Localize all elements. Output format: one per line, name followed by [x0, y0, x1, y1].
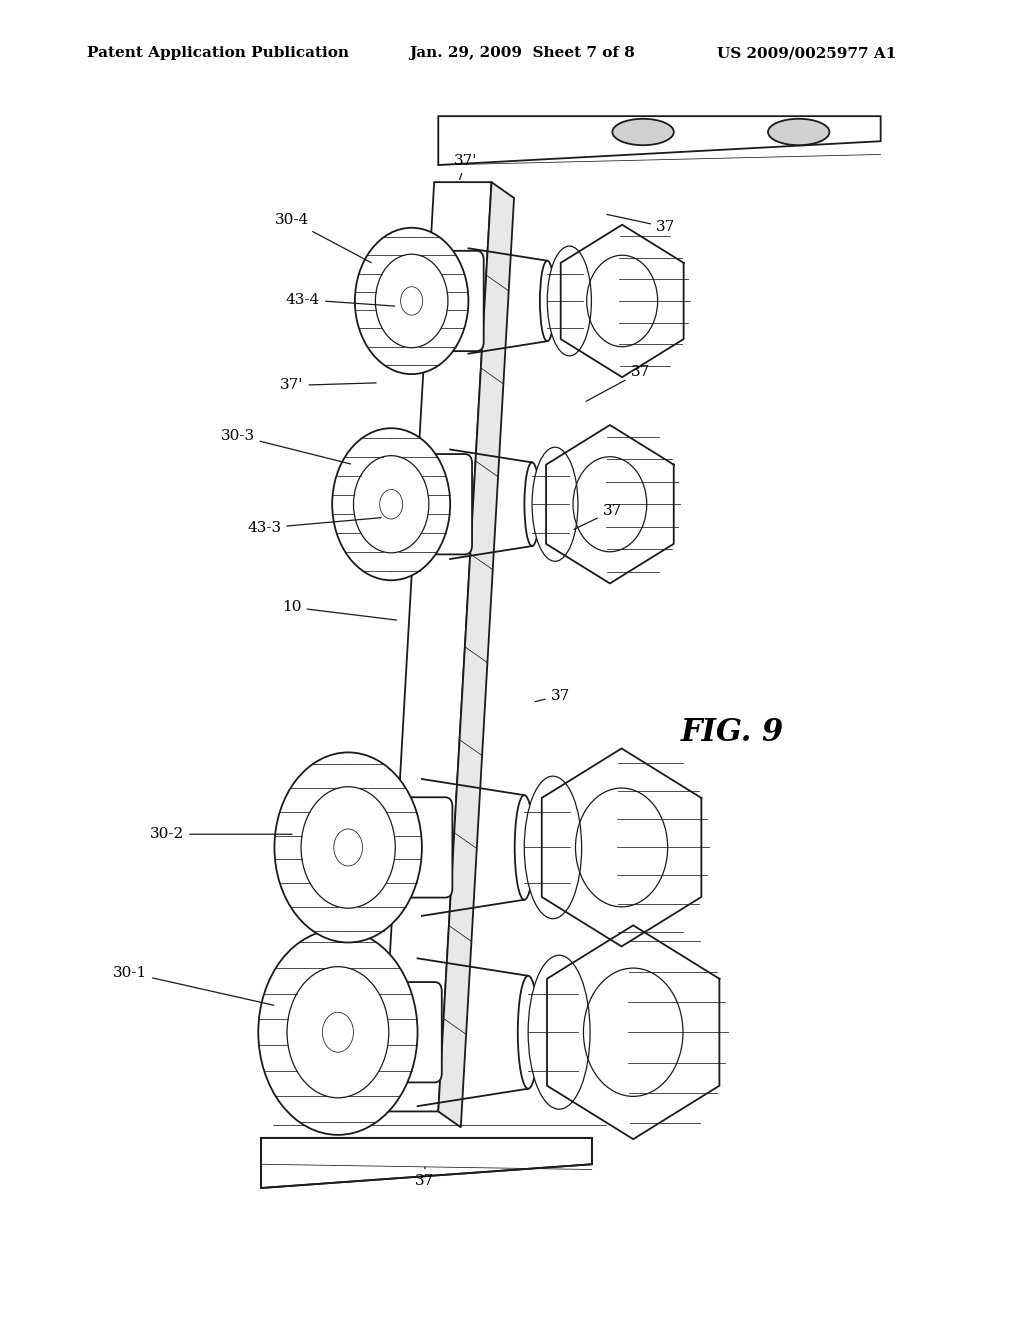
Text: 37: 37 — [573, 504, 622, 529]
Ellipse shape — [547, 246, 592, 356]
Ellipse shape — [380, 490, 402, 519]
FancyBboxPatch shape — [428, 251, 483, 351]
Polygon shape — [381, 182, 492, 1111]
Text: Patent Application Publication: Patent Application Publication — [87, 46, 349, 61]
Ellipse shape — [540, 261, 555, 341]
Ellipse shape — [528, 956, 590, 1109]
Ellipse shape — [355, 228, 468, 374]
Text: 37: 37 — [607, 214, 675, 234]
FancyBboxPatch shape — [417, 454, 472, 554]
Text: 30-3: 30-3 — [220, 429, 350, 463]
Text: 37: 37 — [586, 366, 649, 401]
Text: US 2009/0025977 A1: US 2009/0025977 A1 — [717, 46, 896, 61]
Ellipse shape — [612, 119, 674, 145]
Ellipse shape — [323, 1012, 353, 1052]
Ellipse shape — [768, 119, 829, 145]
Text: 30-2: 30-2 — [150, 828, 292, 841]
Text: 43-3: 43-3 — [247, 517, 381, 535]
Text: 30-1: 30-1 — [113, 966, 273, 1006]
Text: 43-4: 43-4 — [286, 293, 394, 306]
Ellipse shape — [332, 428, 451, 581]
Ellipse shape — [334, 829, 362, 866]
Ellipse shape — [524, 776, 582, 919]
FancyBboxPatch shape — [397, 797, 453, 898]
Text: 10: 10 — [282, 601, 396, 620]
Polygon shape — [438, 182, 514, 1127]
Polygon shape — [261, 1138, 592, 1188]
Ellipse shape — [400, 286, 423, 315]
Ellipse shape — [524, 462, 540, 546]
Text: Jan. 29, 2009  Sheet 7 of 8: Jan. 29, 2009 Sheet 7 of 8 — [410, 46, 636, 61]
Ellipse shape — [258, 929, 418, 1135]
Text: FIG. 9: FIG. 9 — [681, 717, 784, 748]
Text: 37: 37 — [416, 1167, 434, 1188]
Text: 30-4: 30-4 — [274, 214, 372, 263]
Text: 37: 37 — [536, 689, 569, 702]
Ellipse shape — [532, 447, 578, 561]
Ellipse shape — [518, 975, 539, 1089]
Ellipse shape — [515, 795, 534, 900]
Ellipse shape — [274, 752, 422, 942]
Text: 37': 37' — [281, 379, 376, 392]
Text: 37': 37' — [455, 154, 477, 180]
FancyBboxPatch shape — [386, 982, 441, 1082]
Polygon shape — [438, 116, 881, 165]
